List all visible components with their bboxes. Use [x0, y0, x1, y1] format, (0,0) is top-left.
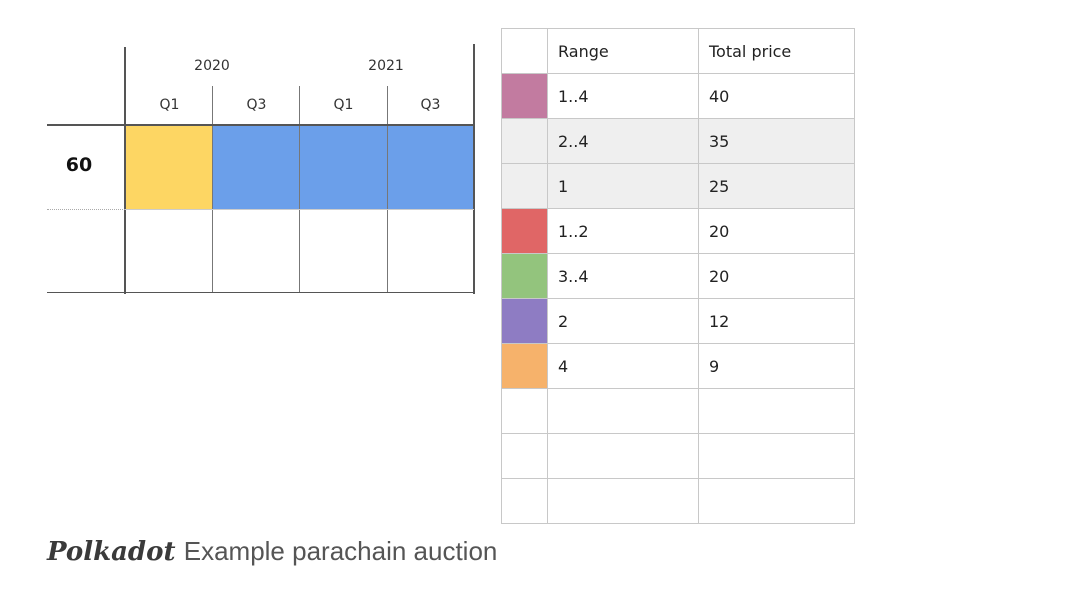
table-row: 3..4 20: [501, 253, 855, 299]
slide-title: Example parachain auction: [183, 536, 498, 566]
quarter-label: Q1: [159, 97, 180, 113]
range-color-swatch: [501, 388, 548, 434]
range-cell: [547, 388, 699, 434]
grid-line: [47, 209, 125, 210]
total-price-cell: 20: [698, 253, 855, 299]
polkadot-logo-text: Polkadot: [47, 537, 176, 567]
total-price-cell: [698, 478, 855, 524]
range-color-swatch: [501, 433, 548, 479]
grid-line: [299, 86, 300, 293]
lease-cell-q1-2021: [299, 125, 387, 209]
range-color-swatch: [501, 73, 548, 119]
range-color-swatch: [501, 208, 548, 254]
range-color-swatch: [501, 118, 548, 164]
total-price-cell: [698, 388, 855, 434]
grid-line: [124, 47, 126, 294]
quarter-label: Q3: [420, 97, 441, 113]
table-header-price: Total price: [698, 28, 855, 74]
grid-line: [47, 292, 475, 293]
table-row: [501, 433, 855, 479]
total-price-cell: 40: [698, 73, 855, 119]
table-row: 1..4 40: [501, 73, 855, 119]
row-label-60: 60: [65, 154, 93, 176]
table-row: 1..2 20: [501, 208, 855, 254]
range-color-swatch: [501, 343, 548, 389]
bid-price-table: Range Total price 1..4 40 2..4 35 1 25 1..2 20 3…: [501, 28, 855, 524]
table-header-row: Range Total price: [501, 28, 855, 74]
quarter-label: Q1: [333, 97, 354, 113]
grid-line: [473, 44, 475, 294]
range-cell: [547, 433, 699, 479]
grid-line: [387, 86, 388, 293]
total-price-cell: 20: [698, 208, 855, 254]
lease-cell-q3-2020: [212, 125, 299, 209]
table-body: 1..4 40 2..4 35 1 25 1..2 20 3..4 20 2 12 4 9: [501, 73, 855, 524]
range-color-swatch: [501, 478, 548, 524]
quarter-label: Q3: [246, 97, 267, 113]
table-header-range: Range: [547, 28, 699, 74]
table-header-swatch: [501, 28, 548, 74]
table-row: 2..4 35: [501, 118, 855, 164]
table-row: 1 25: [501, 163, 855, 209]
total-price-cell: 25: [698, 163, 855, 209]
total-price-cell: 12: [698, 298, 855, 344]
table-row: [501, 478, 855, 524]
range-color-swatch: [501, 253, 548, 299]
range-color-swatch: [501, 163, 548, 209]
range-cell: 3..4: [547, 253, 699, 299]
range-cell: 1: [547, 163, 699, 209]
grid-line: [47, 124, 475, 126]
table-row: [501, 388, 855, 434]
table-row: 2 12: [501, 298, 855, 344]
grid-line: [125, 209, 474, 210]
total-price-cell: [698, 433, 855, 479]
lease-cell-q3-2021: [387, 125, 474, 209]
range-cell: [547, 478, 699, 524]
slide-footer: Polkadot Example parachain auction: [47, 536, 497, 567]
year-label-2021: 2021: [368, 58, 404, 74]
range-cell: 1..4: [547, 73, 699, 119]
range-cell: 1..2: [547, 208, 699, 254]
auction-timeline: 2020 2021 Q1 Q3 Q1 Q3 60: [0, 0, 480, 300]
range-cell: 4: [547, 343, 699, 389]
year-label-2020: 2020: [194, 58, 230, 74]
total-price-cell: 35: [698, 118, 855, 164]
total-price-cell: 9: [698, 343, 855, 389]
range-cell: 2..4: [547, 118, 699, 164]
grid-line: [212, 86, 213, 293]
range-color-swatch: [501, 298, 548, 344]
lease-cell-q1-2020: [125, 125, 212, 209]
range-cell: 2: [547, 298, 699, 344]
